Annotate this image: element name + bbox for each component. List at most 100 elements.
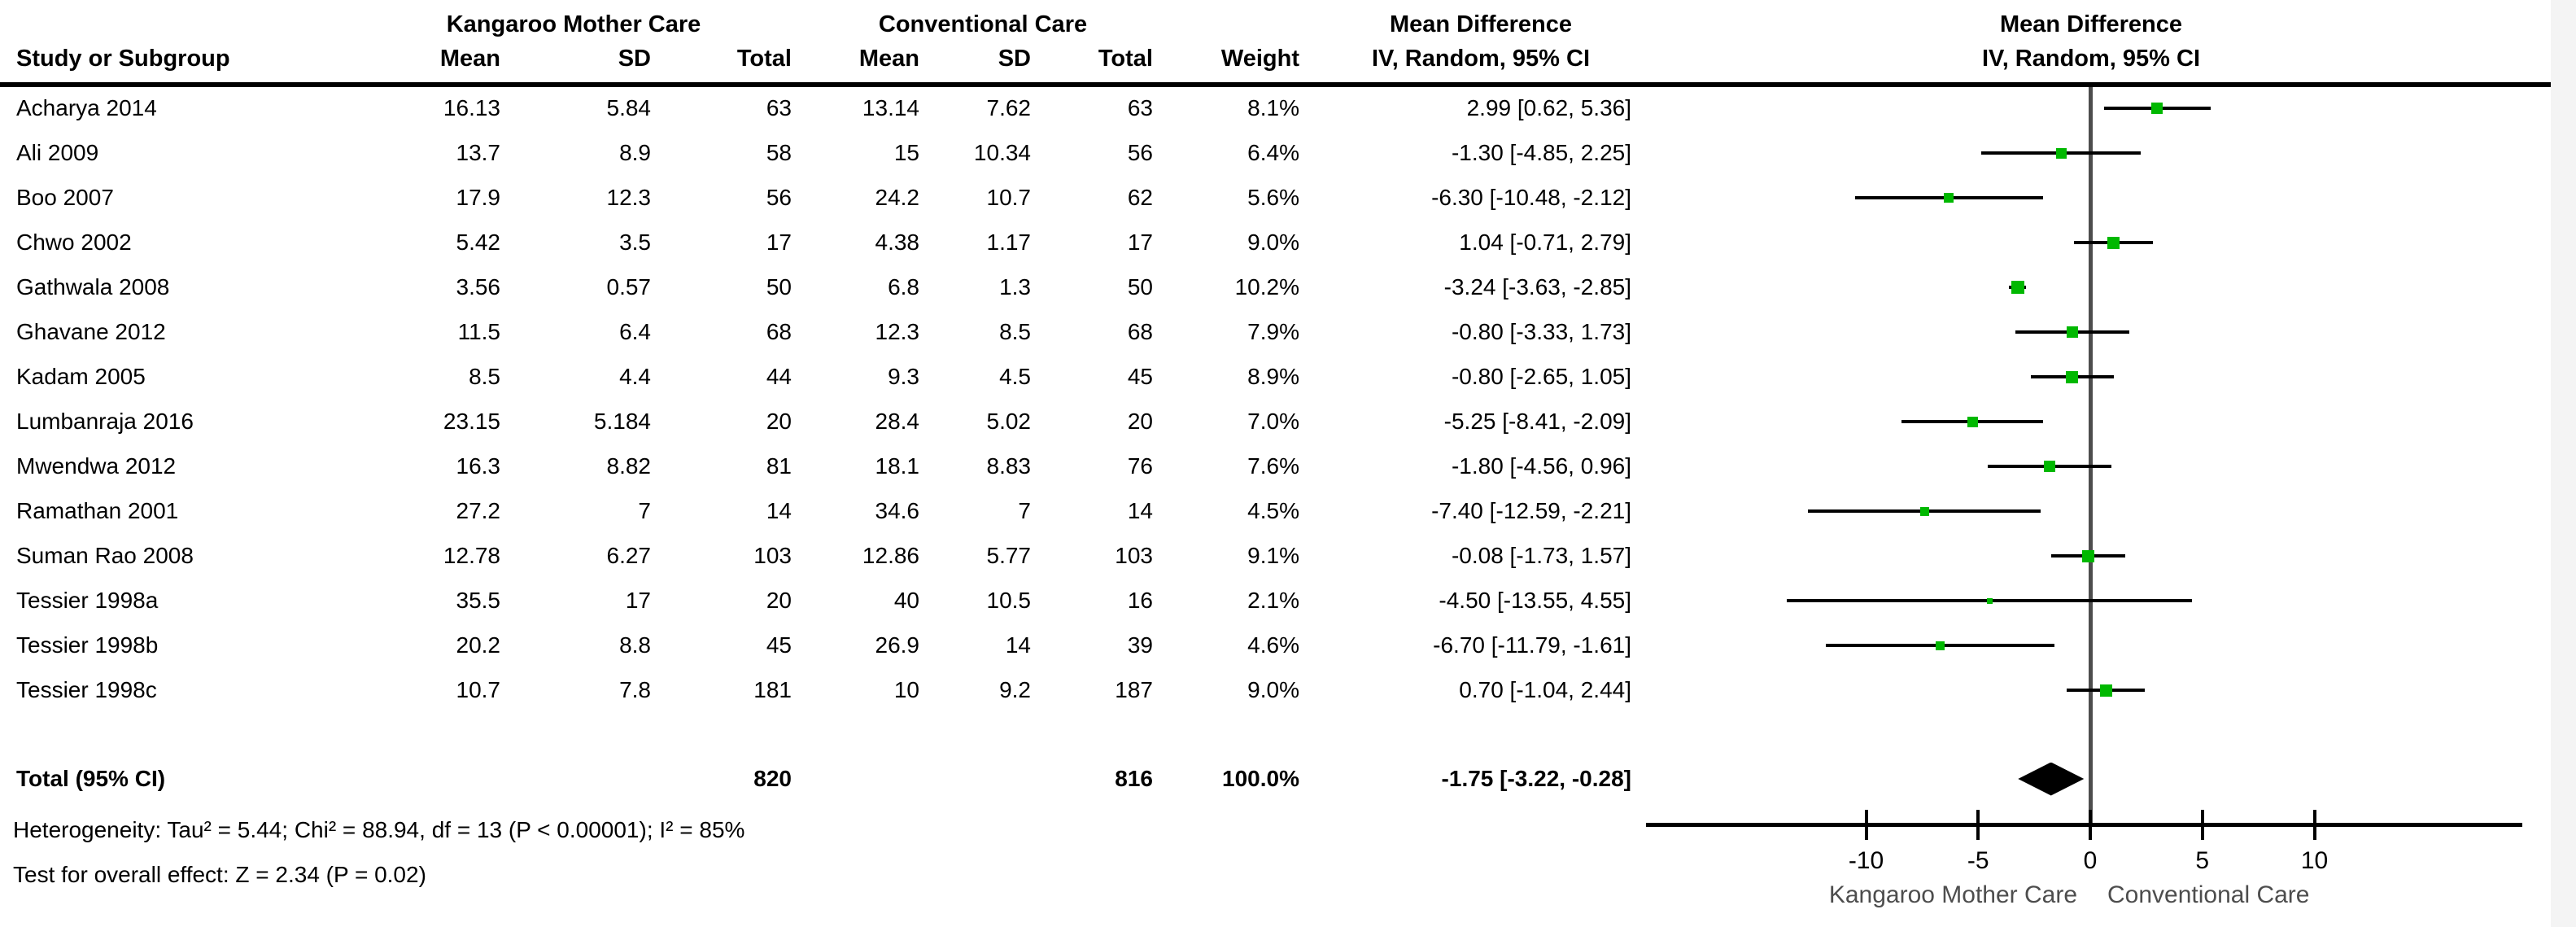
group2-sd: 9.2: [999, 677, 1031, 702]
study-name: Mwendwa 2012: [16, 453, 177, 479]
weight-value: 2.1%: [1247, 588, 1299, 613]
study-name: Tessier 1998b: [16, 632, 159, 658]
study-name: Lumbanraja 2016: [16, 409, 194, 434]
group1-sd: 5.84: [606, 95, 652, 120]
group1-total: 50: [766, 274, 792, 300]
group1-total: 56: [766, 185, 792, 210]
group2-sd: 5.77: [986, 543, 1032, 568]
group1-sd: 7: [638, 498, 651, 523]
group2-sd: 14: [1005, 632, 1031, 658]
group1-sd: 0.57: [606, 274, 652, 300]
group2-total: 76: [1127, 453, 1153, 479]
group2-mean: 18.1: [875, 453, 920, 479]
group2-mean: 6.8: [888, 274, 919, 300]
axis-tick: [2089, 810, 2092, 840]
group1-total: 20: [766, 588, 792, 613]
group1-sd: 8.82: [606, 453, 652, 479]
group2-mean-header: Mean: [858, 46, 919, 72]
group2-total: 39: [1127, 632, 1153, 658]
group2-total: 56: [1127, 140, 1153, 165]
axis-tick-label: 5: [2195, 847, 2210, 874]
group1-total: 820: [753, 766, 792, 791]
group1-mean: 10.7: [456, 677, 501, 702]
point-estimate-marker: [1986, 597, 1993, 604]
effect-estimate-text: -3.24 [-3.63, -2.85]: [1443, 274, 1631, 300]
axis-tick: [1976, 810, 1980, 840]
group2-sd-header: SD: [998, 46, 1031, 72]
group2-mean: 34.6: [875, 498, 920, 523]
group1-total: 20: [766, 409, 792, 434]
group1-total: 58: [766, 140, 792, 165]
plot-header-line2: IV, Random, 95% CI: [1981, 46, 2201, 72]
study-name: Ramathan 2001: [16, 498, 179, 523]
group1-sd: 4.4: [619, 364, 651, 389]
group2-total: 45: [1127, 364, 1153, 389]
effect-estimate-text: -1.75 [-3.22, -0.28]: [1441, 766, 1631, 791]
group1-mean: 8.5: [469, 364, 500, 389]
group1-total: 44: [766, 364, 792, 389]
study-column-header: Study or Subgroup: [16, 46, 230, 72]
group1-mean: 16.3: [456, 453, 501, 479]
weight-value: 10.2%: [1234, 274, 1299, 300]
group1-total: 17: [766, 230, 792, 255]
group2-mean: 12.86: [862, 543, 919, 568]
group2-total: 50: [1127, 274, 1153, 300]
group2-mean: 13.14: [862, 95, 919, 120]
group2-mean: 28.4: [875, 409, 920, 434]
group1-sd-header: SD: [618, 46, 651, 72]
group2-total: 17: [1127, 230, 1153, 255]
effect-estimate-text: -1.80 [-4.56, 0.96]: [1451, 453, 1631, 479]
point-estimate-marker: [2066, 370, 2079, 383]
weight-value: 7.9%: [1247, 319, 1299, 344]
effect-estimate-text: -6.30 [-10.48, -2.12]: [1431, 185, 1631, 210]
group1-sd: 5.184: [593, 409, 651, 434]
weight-value: 8.9%: [1247, 364, 1299, 389]
study-name: Acharya 2014: [16, 95, 157, 120]
weight-value: 9.0%: [1247, 230, 1299, 255]
group1-mean-header: Mean: [439, 46, 500, 72]
group1-sd: 7.8: [619, 677, 651, 702]
group2-total: 68: [1127, 319, 1153, 344]
group2-sd: 4.5: [999, 364, 1031, 389]
overall-effect-text: Test for overall effect: Z = 2.34 (P = 0…: [13, 862, 426, 887]
group2-sd: 1.17: [986, 230, 1032, 255]
group2-sd: 7: [1018, 498, 1031, 523]
weight-value: 100.0%: [1222, 766, 1299, 791]
group2-total: 62: [1127, 185, 1153, 210]
point-estimate-marker: [2107, 236, 2120, 249]
group2-sd: 5.02: [986, 409, 1032, 434]
study-name: Total (95% CI): [16, 766, 166, 791]
group2-mean: 10: [893, 677, 919, 702]
group2-header: Conventional Care: [878, 11, 1088, 37]
group2-sd: 8.5: [999, 319, 1031, 344]
axis-tick: [2200, 810, 2204, 840]
study-name: Tessier 1998a: [16, 588, 159, 613]
study-name: Ghavane 2012: [16, 319, 166, 344]
group1-total: 63: [766, 95, 792, 120]
group1-total: 45: [766, 632, 792, 658]
plot-header-line1: Mean Difference: [1999, 11, 2182, 37]
group1-mean: 5.42: [456, 230, 501, 255]
effect-estimate-text: -0.80 [-3.33, 1.73]: [1451, 319, 1631, 344]
group1-sd: 17: [625, 588, 651, 613]
point-estimate-marker: [1919, 506, 1929, 516]
group1-total: 81: [766, 453, 792, 479]
point-estimate-marker: [2066, 326, 2078, 338]
group2-mean: 40: [893, 588, 919, 613]
effect-estimate-text: -0.80 [-2.65, 1.05]: [1451, 364, 1631, 389]
axis-tick-label: -5: [1967, 847, 1989, 874]
group1-total: 68: [766, 319, 792, 344]
axis-left-caption: Kangaroo Mother Care: [1828, 881, 2077, 908]
group2-sd: 10.5: [986, 588, 1032, 613]
weight-value: 9.0%: [1247, 677, 1299, 702]
heterogeneity-text: Heterogeneity: Tau² = 5.44; Chi² = 88.94…: [13, 817, 745, 842]
group2-sd: 10.7: [986, 185, 1032, 210]
effect-estimate-text: 1.04 [-0.71, 2.79]: [1459, 230, 1631, 255]
study-name: Tessier 1998c: [16, 677, 157, 702]
weight-value: 7.0%: [1247, 409, 1299, 434]
group1-mean: 3.56: [456, 274, 501, 300]
axis-tick-label: -10: [1848, 847, 1884, 874]
group2-total-header: Total: [1098, 46, 1153, 72]
group1-mean: 20.2: [456, 632, 501, 658]
